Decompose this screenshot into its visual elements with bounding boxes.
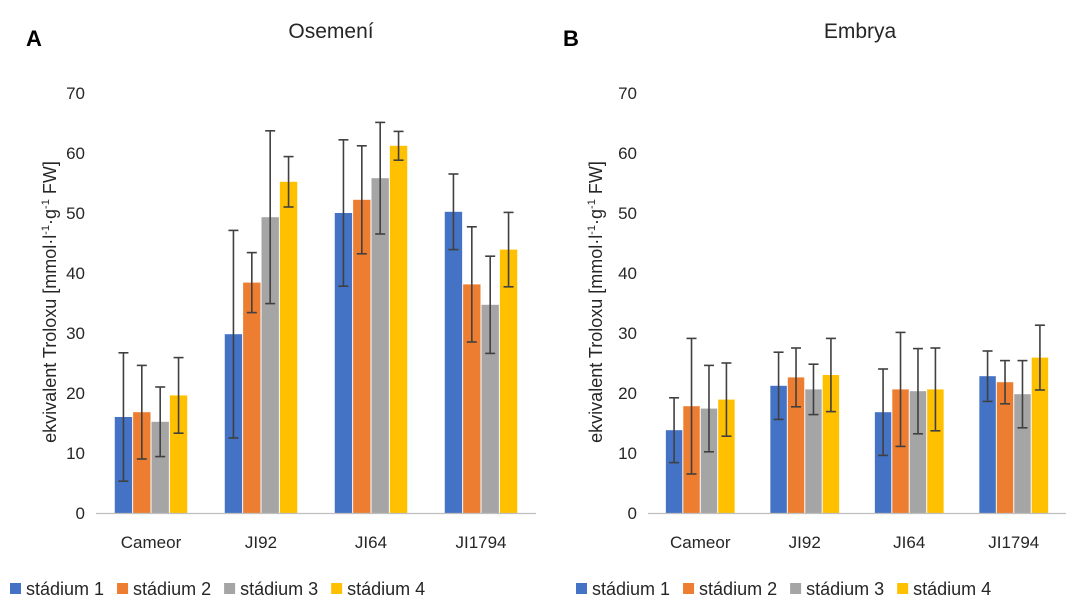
y-ticks-osemeni: 0 10 20 30 40 50 60 70 — [66, 84, 85, 523]
legend-swatch — [117, 583, 129, 594]
bar — [874, 412, 892, 513]
x-category-label: JI64 — [893, 533, 925, 552]
y-axis-label-embrya: ekvivalent Troloxu [mmol·l-1·g-1 FW] — [586, 161, 606, 443]
y-tick-label: 70 — [618, 84, 637, 103]
chart-embrya: B Embrya ekvivalent Troloxu [mmol·l-1·g-… — [563, 20, 1066, 599]
panel-label-b: B — [563, 26, 579, 51]
bars-osemeni — [114, 145, 518, 514]
y-tick-label: 60 — [66, 144, 85, 163]
x-category-label: JI1794 — [988, 533, 1039, 552]
x-category-label: Cameor — [670, 533, 731, 552]
bar — [243, 282, 261, 513]
legend-label: stádium 4 — [347, 579, 425, 599]
bar — [133, 412, 151, 513]
legend-swatch — [331, 583, 343, 594]
y-tick-label: 10 — [66, 444, 85, 463]
y-tick-label: 0 — [76, 504, 85, 523]
y-tick-label: 70 — [66, 84, 85, 103]
bar — [718, 399, 735, 513]
legend-label: stádium 3 — [806, 579, 884, 599]
x-categories-osemeni: Cameor JI92 JI64 JI1794 — [121, 533, 507, 552]
bar — [700, 408, 718, 513]
chart-osemeni: A Osemení ekvivalent Troloxu [mmol·l-1·g… — [10, 20, 536, 599]
legend-swatch — [10, 583, 21, 594]
bar — [996, 382, 1014, 513]
bar — [353, 199, 371, 514]
y-tick-label: 50 — [618, 204, 637, 223]
bar — [892, 389, 909, 513]
y-tick-label: 50 — [66, 204, 85, 223]
bar — [279, 181, 298, 514]
y-tick-label: 10 — [618, 444, 637, 463]
legend-swatch — [224, 583, 236, 594]
y-ticks-embrya: 0 10 20 30 40 50 60 70 — [618, 84, 637, 523]
bar — [444, 211, 463, 514]
error-bars-embrya — [669, 324, 1045, 475]
bar — [1031, 357, 1049, 513]
bar — [927, 389, 944, 513]
legend-label: stádium 2 — [133, 579, 211, 599]
bar — [261, 217, 279, 513]
x-category-label: JI92 — [789, 533, 821, 552]
y-tick-label: 30 — [618, 324, 637, 343]
bar — [805, 389, 822, 513]
legend-label: stádium 3 — [240, 579, 318, 599]
y-tick-label: 40 — [618, 264, 637, 283]
y-tick-label: 0 — [628, 504, 637, 523]
legend-label: stádium 1 — [26, 579, 104, 599]
legend-swatch — [683, 583, 695, 594]
bar — [481, 304, 499, 513]
bar — [169, 395, 188, 513]
legend-label: stádium 4 — [913, 579, 991, 599]
error-bars-osemeni — [118, 121, 514, 483]
bar — [787, 377, 805, 513]
y-tick-label: 60 — [618, 144, 637, 163]
legend-osemeni: stádium 1 stádium 2 stádium 3 stádium 4 — [10, 579, 425, 599]
x-category-label: JI92 — [245, 533, 277, 552]
bar — [334, 213, 353, 513]
bar — [1014, 394, 1031, 513]
y-tick-label: 20 — [618, 384, 637, 403]
legend-label: stádium 1 — [592, 579, 670, 599]
y-tick-label: 30 — [66, 324, 85, 343]
x-categories-embrya: Cameor JI92 JI64 JI1794 — [670, 533, 1039, 552]
y-tick-label: 40 — [66, 264, 85, 283]
bar — [665, 430, 683, 513]
y-tick-label: 20 — [66, 384, 85, 403]
legend-label: stádium 2 — [699, 579, 777, 599]
legend-swatch — [897, 583, 909, 594]
bars-embrya — [665, 357, 1049, 513]
bar — [499, 249, 518, 513]
bar — [770, 385, 787, 513]
bar — [389, 145, 408, 514]
x-category-label: JI64 — [355, 533, 387, 552]
legend-swatch — [790, 583, 802, 594]
bar — [151, 421, 169, 513]
legend-swatch — [576, 583, 587, 594]
legend-embrya: stádium 1 stádium 2 stádium 3 stádium 4 — [576, 579, 991, 599]
bar — [371, 178, 389, 513]
bar — [979, 376, 996, 513]
bar — [909, 391, 927, 513]
x-category-label: JI1794 — [455, 533, 506, 552]
chart-title-embrya: Embrya — [824, 20, 897, 43]
chart-title-osemeni: Osemení — [288, 20, 373, 43]
x-category-label: Cameor — [121, 533, 182, 552]
bar — [822, 375, 840, 513]
y-axis-label-osemeni: ekvivalent Troloxu [mmol·l-1·g-1 FW] — [40, 161, 60, 443]
panel-label-a: A — [26, 26, 42, 51]
